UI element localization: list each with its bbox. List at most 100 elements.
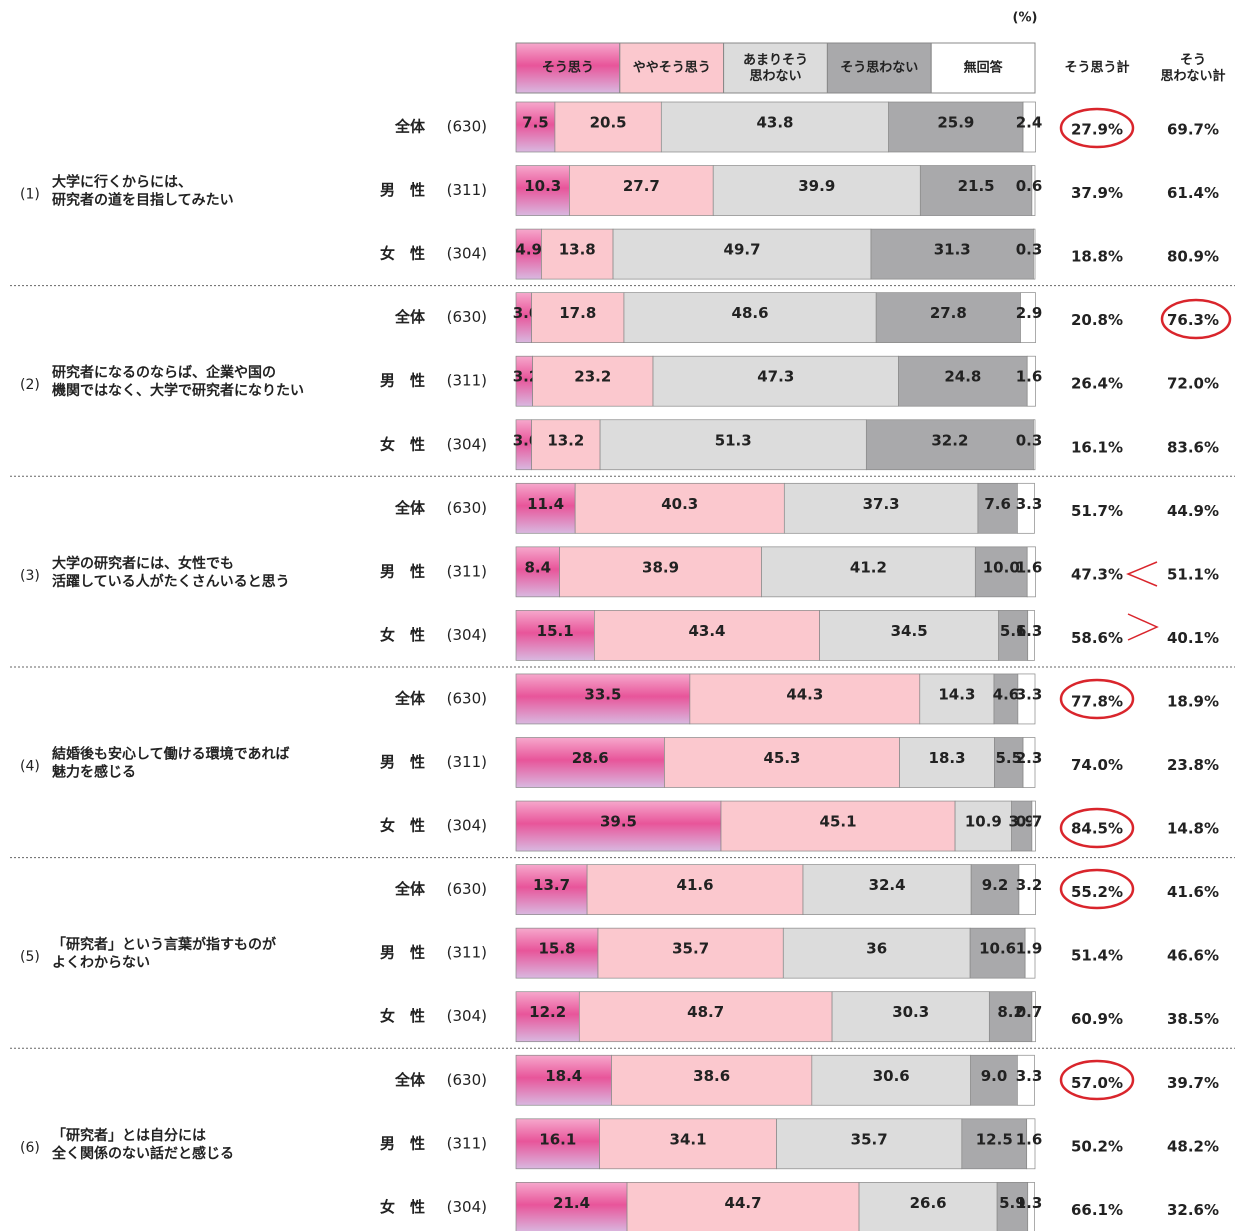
bar-segment [611, 1054, 813, 1106]
value-label: 32.4 [869, 876, 906, 894]
bar-segment [974, 546, 1028, 598]
bar-segment [858, 1181, 998, 1231]
total-value: 58.6% [1071, 629, 1123, 647]
value-label: 0.7 [1016, 813, 1043, 831]
value-label: 3.3 [1016, 1067, 1043, 1085]
row-label: 男 性 [380, 944, 425, 962]
legend-label: そう思わない [840, 61, 918, 76]
bar-segment [875, 292, 1021, 343]
bar-segment [919, 165, 1033, 216]
bar-segment [1033, 419, 1036, 471]
total-value: 16.1% [1071, 438, 1123, 456]
total-value: 57.0% [1071, 1074, 1123, 1092]
value-label: 5.9 [999, 1194, 1026, 1212]
bar-segment [1033, 228, 1036, 280]
bar-segment [515, 101, 556, 153]
value-label: 45.1 [820, 813, 857, 831]
value-label: 2.4 [1016, 114, 1043, 132]
value-label: 3.2 [1016, 876, 1043, 894]
value-label: 0.3 [1016, 431, 1043, 449]
value-label: 1.6 [1016, 1130, 1043, 1148]
row-label: 全体 [394, 499, 426, 517]
bar-segment [919, 673, 995, 725]
question-text: 大学の研究者には、女性でも [52, 555, 234, 572]
value-label: 18.3 [929, 749, 966, 767]
question-number: (5) [20, 949, 40, 965]
bar-segment [1020, 292, 1036, 343]
bar-segment [515, 610, 595, 661]
legend-label: あまりそう思わない [743, 53, 808, 84]
row-label: 女 性 [380, 245, 425, 263]
value-label: 7.6 [984, 495, 1011, 513]
sample-size: (630) [447, 689, 487, 707]
total-value: 23.8% [1167, 756, 1219, 774]
total-value: 47.3% [1071, 565, 1123, 583]
total-value: 48.2% [1167, 1137, 1219, 1155]
sample-size: (304) [447, 626, 487, 644]
total-value: 51.1% [1167, 565, 1219, 583]
bar-segment [969, 927, 1026, 979]
bar-segment [612, 228, 872, 280]
total-value: 46.6% [1167, 947, 1219, 965]
highlight-circle [1059, 1059, 1135, 1101]
value-label: 5.5 [996, 749, 1023, 767]
value-label: 10.6 [979, 940, 1016, 958]
legend-label: そう思う [542, 61, 594, 76]
value-label: 10.9 [965, 813, 1002, 831]
value-label: 13.2 [547, 431, 584, 449]
column-header: そう思う計 [1064, 60, 1129, 76]
value-label: 15.1 [537, 622, 574, 640]
value-label: 0.7 [1016, 1003, 1043, 1021]
sample-size: (630) [447, 118, 487, 136]
value-label: 14.3 [938, 685, 975, 703]
bar-segment [761, 546, 976, 598]
total-value: 51.4% [1071, 947, 1123, 965]
sample-size: (311) [447, 753, 487, 771]
row-label: 女 性 [380, 1007, 425, 1025]
value-label: 38.9 [642, 558, 679, 576]
value-label: 36 [866, 940, 887, 958]
question-text: 魅力を感じる [52, 764, 136, 781]
bar-segment [594, 610, 820, 661]
bar-segment [994, 737, 1024, 788]
total-value: 66.1% [1071, 1201, 1123, 1219]
value-label: 48.6 [732, 304, 769, 322]
value-label: 3.3 [1016, 685, 1043, 703]
row-label: 男 性 [380, 562, 425, 580]
value-label: 41.6 [677, 876, 714, 894]
bar-segment [1017, 482, 1035, 534]
question-text: 全く関係のない話だと感じる [51, 1145, 234, 1162]
bar-segment [712, 165, 921, 216]
bar-segment [720, 800, 956, 852]
legend-swatch [826, 42, 932, 94]
value-label: 8.2 [997, 1003, 1024, 1021]
bar-segment [996, 1181, 1029, 1231]
value-label: 2.3 [1016, 749, 1043, 767]
total-value: 37.9% [1071, 184, 1123, 202]
total-value: 76.3% [1167, 311, 1219, 329]
total-value: 84.5% [1071, 820, 1123, 838]
legend-swatch [723, 42, 828, 94]
bar-segment [776, 1118, 963, 1170]
bar-segment [597, 927, 784, 979]
bar-segment [664, 737, 900, 788]
sample-size: (311) [447, 562, 487, 580]
value-label: 31.3 [934, 241, 971, 259]
value-label: 2.9 [1016, 304, 1043, 322]
value-label: 1.6 [1016, 558, 1043, 576]
value-label: 1.3 [1016, 622, 1043, 640]
row-label: 男 性 [380, 372, 425, 390]
row-label: 全体 [394, 308, 426, 326]
bar-segment [1031, 165, 1036, 216]
bar-segment [626, 1181, 860, 1231]
bar-segment [623, 292, 877, 343]
bar-segment [970, 1054, 1018, 1106]
arrow-less [1126, 561, 1158, 587]
arrow-greater [1127, 613, 1159, 641]
value-label: 23.2 [574, 368, 611, 386]
bar-segment [599, 1118, 777, 1170]
value-label: 16.1 [539, 1130, 576, 1148]
total-value: 83.6% [1167, 438, 1219, 456]
value-label: 27.8 [930, 304, 967, 322]
total-value: 60.9% [1071, 1010, 1123, 1028]
